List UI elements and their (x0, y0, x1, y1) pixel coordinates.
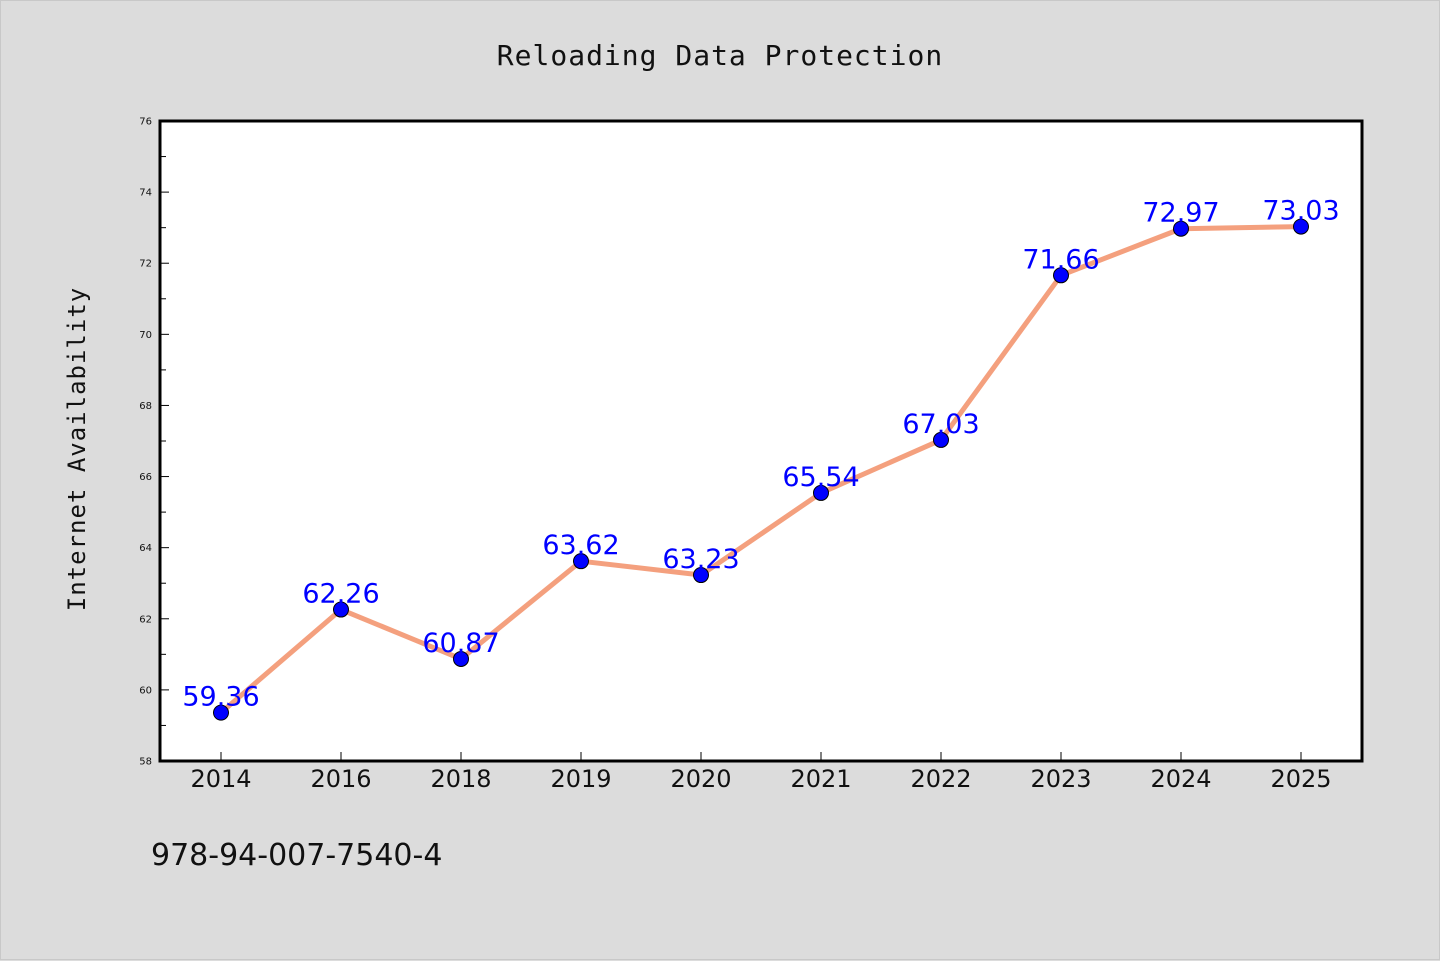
x-tick-label: 2021 (790, 765, 851, 793)
data-label: 73.03 (1262, 196, 1339, 227)
data-point (1293, 218, 1309, 235)
x-tick-label: 2014 (190, 765, 251, 793)
y-tick-label: 62 (139, 614, 152, 625)
data-label: 72.97 (1142, 198, 1219, 229)
y-tick-label: 74 (139, 188, 152, 199)
y-tick-label: 72 (139, 259, 152, 270)
data-point (333, 601, 349, 618)
x-tick-label: 2022 (910, 765, 971, 793)
data-point (693, 567, 709, 584)
x-tick-label: 2025 (1270, 765, 1331, 793)
y-tick-label: 76 (139, 117, 152, 128)
x-tick-label: 2020 (670, 765, 731, 793)
series-layer (213, 218, 1309, 721)
x-tick-label: 2024 (1150, 765, 1211, 793)
y-tick-label: 66 (139, 472, 152, 483)
data-label: 60.87 (422, 628, 499, 659)
y-tick-label: 60 (139, 685, 152, 696)
data-point (933, 431, 949, 448)
data-label: 63.62 (542, 530, 619, 561)
x-tick-label: 2023 (1030, 765, 1091, 793)
data-point (1053, 267, 1069, 284)
data-label: 63.23 (662, 544, 739, 575)
data-label: 65.54 (782, 462, 859, 493)
data-labels: 59.36 62.26 60.87 63.62 63.23 65.54 67.03 71.66… (182, 196, 1339, 713)
data-point (453, 650, 469, 667)
x-tick-label: 2018 (430, 765, 491, 793)
data-label: 62.26 (302, 579, 379, 610)
data-point (213, 704, 229, 721)
chart-title: Reloading Data Protection (497, 39, 943, 72)
y-tick-label: 64 (139, 543, 152, 554)
data-point (573, 553, 589, 570)
y-tick-label: 70 (139, 330, 152, 341)
y-tick-label: 58 (139, 757, 152, 768)
plot-area (160, 121, 1362, 761)
x-tick-label: 2016 (310, 765, 371, 793)
x-axis: 2014 2016 2018 2019 2020 2021 2022 2023 2024 2025 (190, 752, 1332, 793)
plot-frame (158, 119, 1364, 763)
data-point (813, 484, 829, 501)
y-tick-label: 68 (139, 401, 152, 412)
y-axis-label: Internet Availability (63, 287, 91, 611)
data-label: 67.03 (902, 409, 979, 440)
data-point (1173, 220, 1189, 237)
data-label: 59.36 (182, 682, 259, 713)
data-label: 71.66 (1022, 244, 1099, 275)
x-tick-label: 2019 (550, 765, 611, 793)
isbn-footnote: 978-94-007-7540-4 (151, 838, 442, 873)
series-line (218, 224, 1304, 716)
